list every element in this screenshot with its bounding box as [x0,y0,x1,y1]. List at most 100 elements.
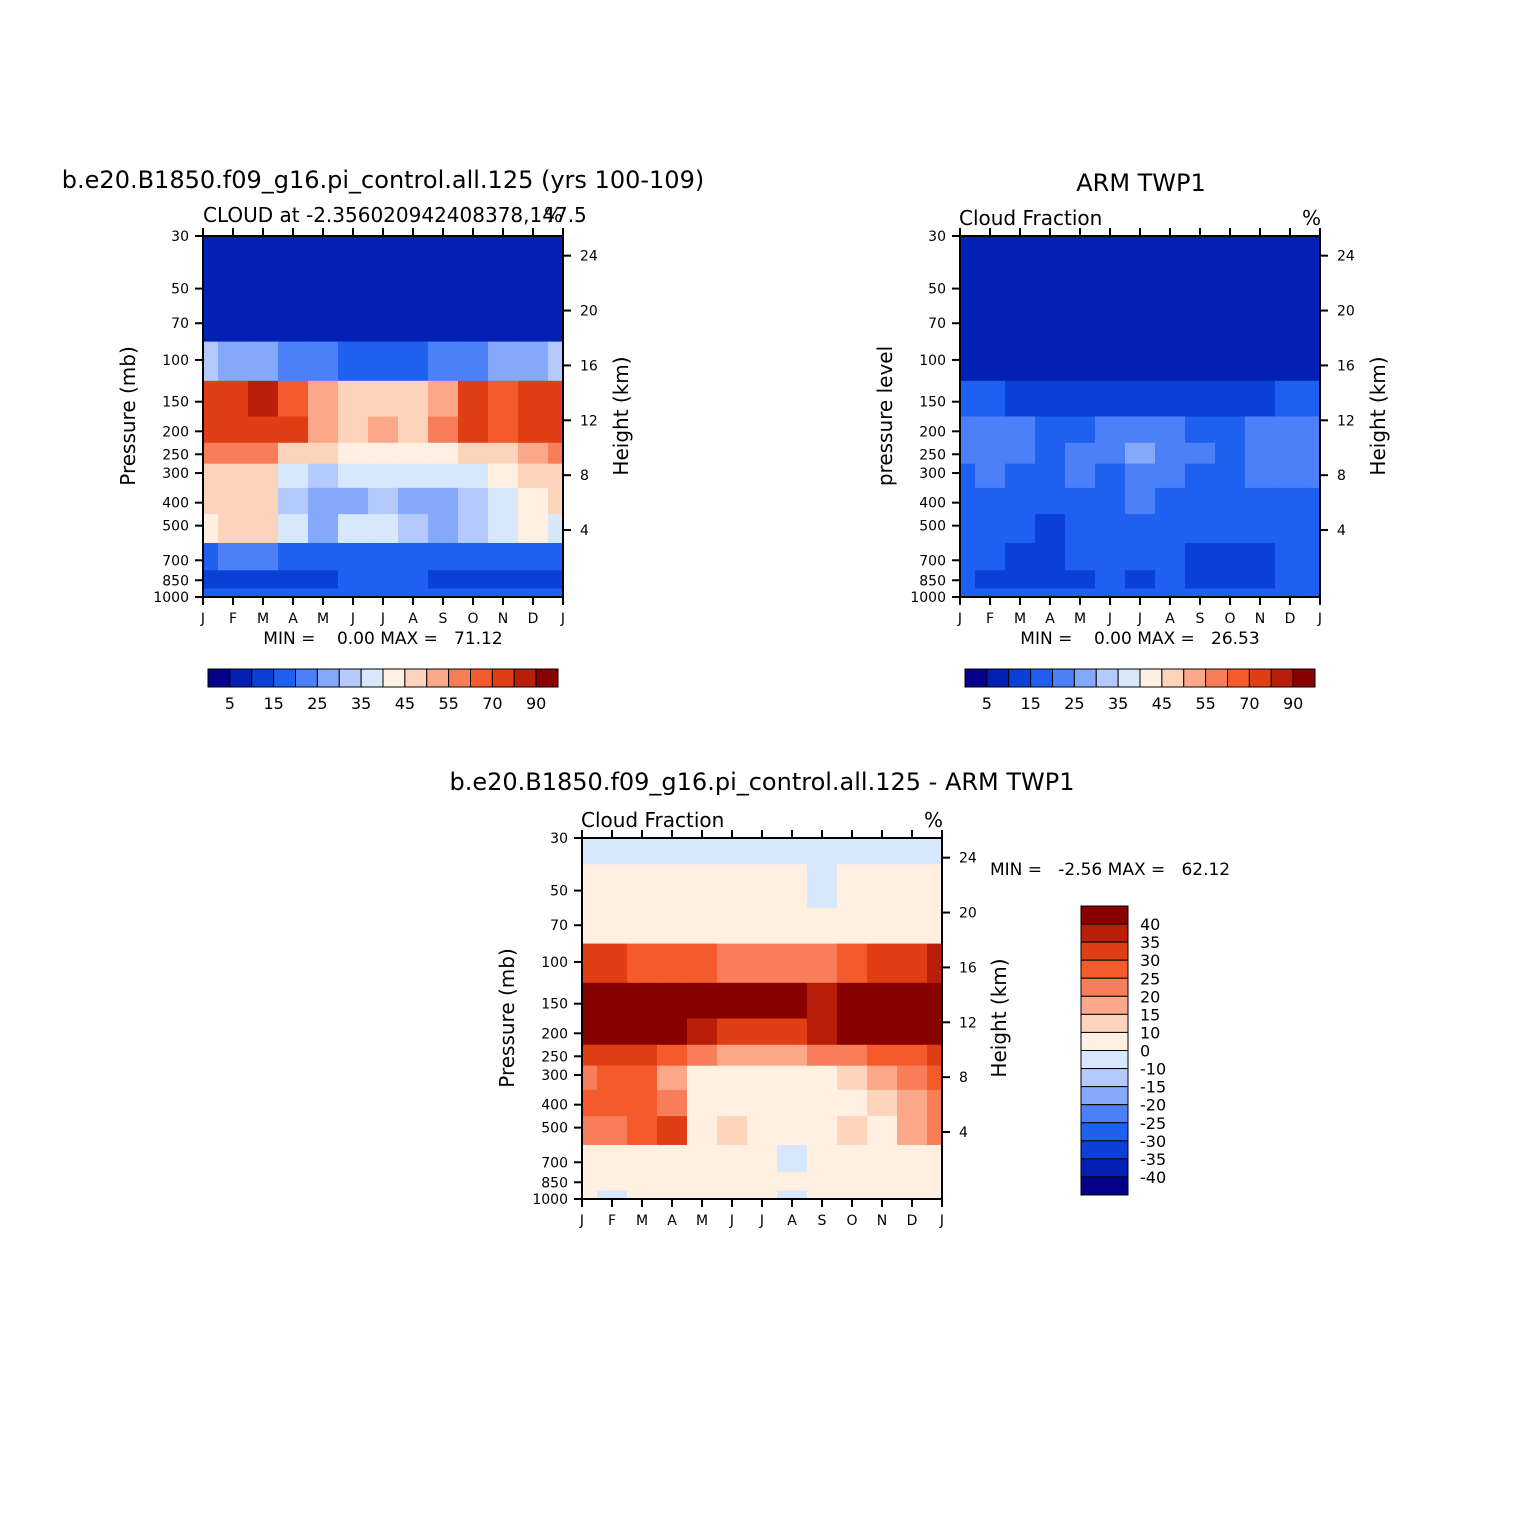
heatmap-cell [1215,305,1246,343]
y-tick-label: 50 [928,282,946,298]
y-right-tick-label: 4 [580,523,589,539]
panel-diff-ylabel: Pressure (mb) [495,948,519,1088]
heatmap-cell [278,380,309,418]
heatmap-cell [960,588,976,598]
heatmap-cell [717,943,748,984]
y-tick-label: 850 [919,573,946,589]
colorbar-box [1080,977,1129,997]
y-tick-label: 30 [550,831,568,847]
heatmap-cell [458,487,489,515]
heatmap-cell [1095,305,1126,343]
heatmap-cell [398,262,429,307]
heatmap-cell [488,236,519,263]
heatmap-cell [1065,236,1096,263]
y-right-tick-label: 12 [580,413,598,429]
heatmap-cell [627,943,658,984]
heatmap-cell [582,838,598,865]
x-tick-label: J [1137,611,1142,627]
heatmap-cell [975,416,1006,444]
x-tick-label: M [696,1213,708,1229]
heatmap-cell [218,380,249,418]
heatmap-cell [248,262,279,307]
heatmap-cell [1065,514,1096,544]
heatmap-cell [1035,341,1066,382]
heatmap-cell [1305,236,1321,263]
heatmap-cell [1185,305,1216,343]
heatmap-cell [777,1172,808,1192]
y-tick-label: 200 [541,1026,568,1042]
colorbar-label: 30 [1140,951,1160,970]
colorbar-box [1095,668,1119,688]
heatmap-cell [278,570,309,590]
heatmap-cell [1125,236,1156,263]
heatmap-cell [398,514,429,544]
colorbar-box [1080,1013,1129,1033]
x-tick-label: J [957,611,962,627]
y-tick-label: 150 [541,997,568,1013]
heatmap-cell [657,1144,688,1173]
heatmap-cell [488,442,519,465]
heatmap-cell [1065,588,1096,598]
heatmap-cell [837,1089,868,1117]
heatmap-cell [1305,442,1321,465]
heatmap-cell [1095,487,1126,515]
heatmap-cell [368,487,399,515]
heatmap-cell [428,416,459,444]
heatmap-cell [1155,416,1186,444]
heatmap-cell [687,1190,718,1200]
heatmap-cell [747,982,778,1020]
heatmap-cell [777,1190,808,1200]
heatmap-cell [1125,341,1156,382]
y-tick-label: 100 [162,353,189,369]
heatmap-cell [717,1144,748,1173]
heatmap-cell [1215,262,1246,307]
heatmap-cell [582,1172,598,1192]
heatmap-cell [218,487,249,515]
y-tick-label: 50 [550,884,568,900]
colorbar-box [338,668,362,688]
heatmap-cell [867,1089,898,1117]
heatmap-cell [837,943,868,984]
panel-obs-ylabel-right: Height (km) [1366,356,1390,475]
panel-diff: b.e20.B1850.f09_g16.pi_control.all.125 -… [449,768,1230,1229]
heatmap-cell [717,1116,748,1146]
heatmap-cell [398,305,429,343]
heatmap-cell [747,1172,778,1192]
y-tick-label: 30 [171,229,189,245]
heatmap-cell [867,1190,898,1200]
heatmap-cell [1305,416,1321,444]
heatmap-cell [1035,514,1066,544]
heatmap-cell [927,1144,943,1173]
heatmap-cell [338,305,369,343]
heatmap-cell [807,1018,838,1046]
heatmap-cell [1095,588,1126,598]
heatmap-cell [807,1144,838,1173]
heatmap-cell [1215,588,1246,598]
heatmap-cell [488,514,519,544]
panel-diff-subtitle: Cloud Fraction [581,808,724,832]
heatmap-cell [960,305,976,343]
heatmap-cell [1185,262,1216,307]
heatmap-cell [897,1065,928,1091]
heatmap-cell [777,1065,808,1091]
x-tick-label: A [787,1213,797,1229]
heatmap-cell [807,1089,838,1117]
heatmap-cell [867,1065,898,1091]
heatmap-cell [488,305,519,343]
heatmap-cell [1215,514,1246,544]
heatmap-cell [278,514,309,544]
heatmap-cell [1125,570,1156,590]
colorbar-label: 45 [395,694,415,713]
colorbar-box [986,668,1010,688]
heatmap-cell [1095,570,1126,590]
heatmap-cell [1005,442,1036,465]
heatmap-cell [218,588,249,598]
heatmap-cell [308,341,339,382]
colorbar-box [1008,668,1032,688]
colorbar-label: 0 [1140,1042,1150,1061]
heatmap-cell [897,838,928,865]
y-tick-label: 500 [919,519,946,535]
heatmap-cell [218,442,249,465]
heatmap-cell [398,570,429,590]
colorbar-box [1080,1140,1129,1160]
